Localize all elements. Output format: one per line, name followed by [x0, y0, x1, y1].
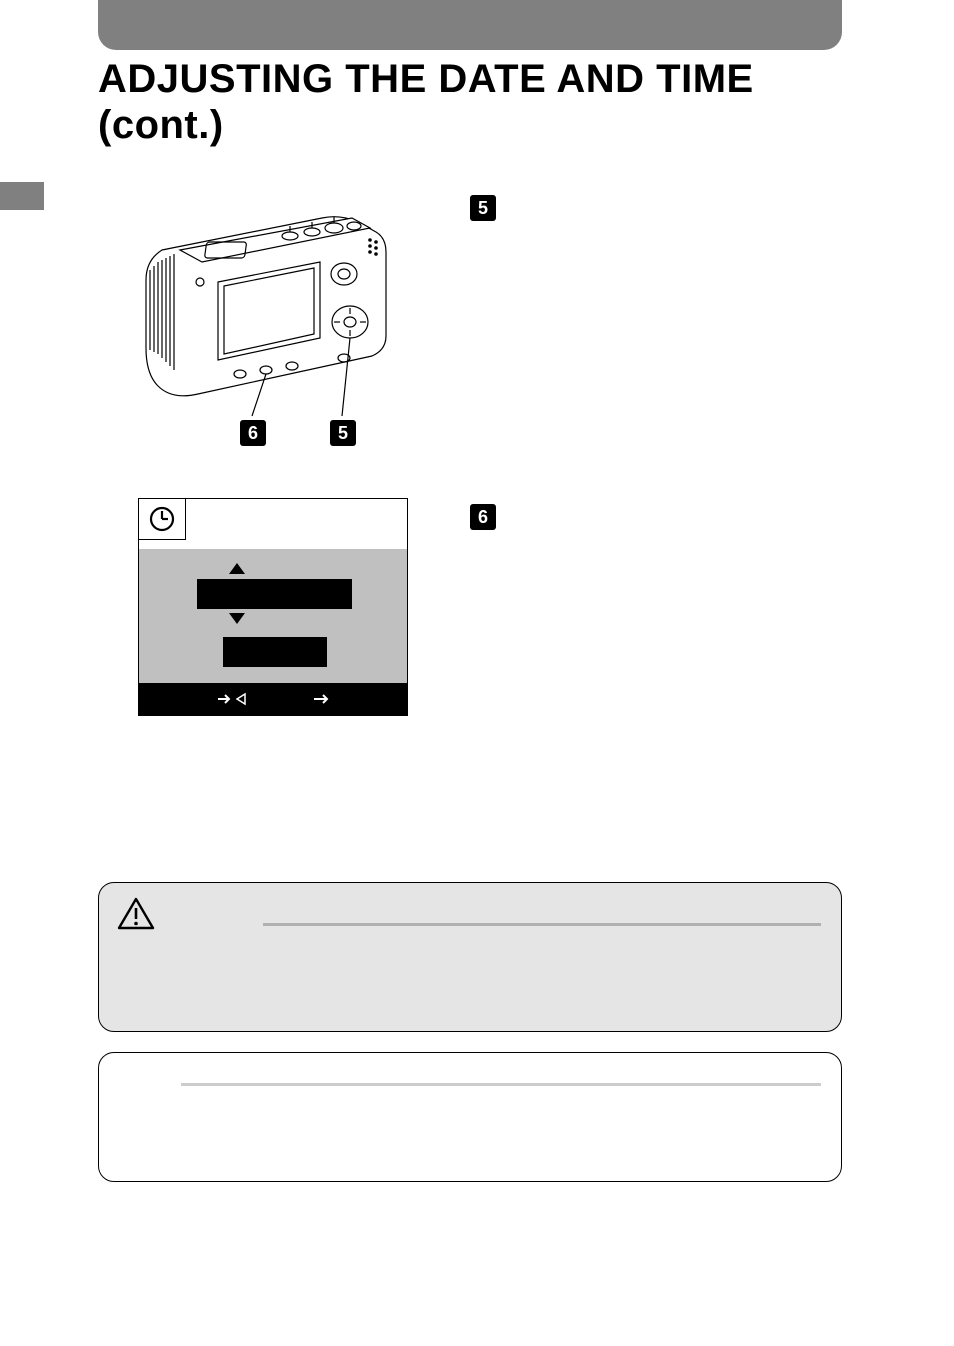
lcd-mid-area	[139, 549, 407, 683]
arrow-down-icon	[229, 613, 245, 624]
lcd-screen-mock	[138, 498, 408, 716]
step-5-marker: 5	[470, 195, 496, 221]
arrow-up-icon	[229, 563, 245, 574]
camera-callout-6: 6	[240, 420, 266, 446]
side-tab	[0, 182, 44, 210]
clock-icon	[139, 499, 186, 540]
go-icon	[313, 692, 331, 706]
page: ADJUSTING THE DATE AND TIME (cont.)	[0, 0, 954, 1346]
note-box	[98, 1052, 842, 1182]
title-line-1: ADJUSTING THE DATE AND TIME	[98, 57, 754, 101]
header-tab	[98, 0, 842, 50]
lcd-value-bar-1	[197, 579, 352, 609]
caution-divider	[263, 923, 821, 926]
camera-illustration	[122, 190, 412, 440]
page-title: ADJUSTING THE DATE AND TIME (cont.)	[98, 56, 858, 148]
step-6-marker: 6	[470, 504, 496, 530]
camera-callout-5: 5	[330, 420, 356, 446]
warning-icon	[117, 897, 155, 936]
lcd-value-bar-2	[223, 637, 327, 667]
select-icon-group	[217, 692, 247, 706]
caution-box	[98, 882, 842, 1032]
lcd-bottom-bar	[139, 683, 407, 715]
note-divider	[181, 1083, 821, 1086]
title-line-2: (cont.)	[98, 103, 224, 147]
